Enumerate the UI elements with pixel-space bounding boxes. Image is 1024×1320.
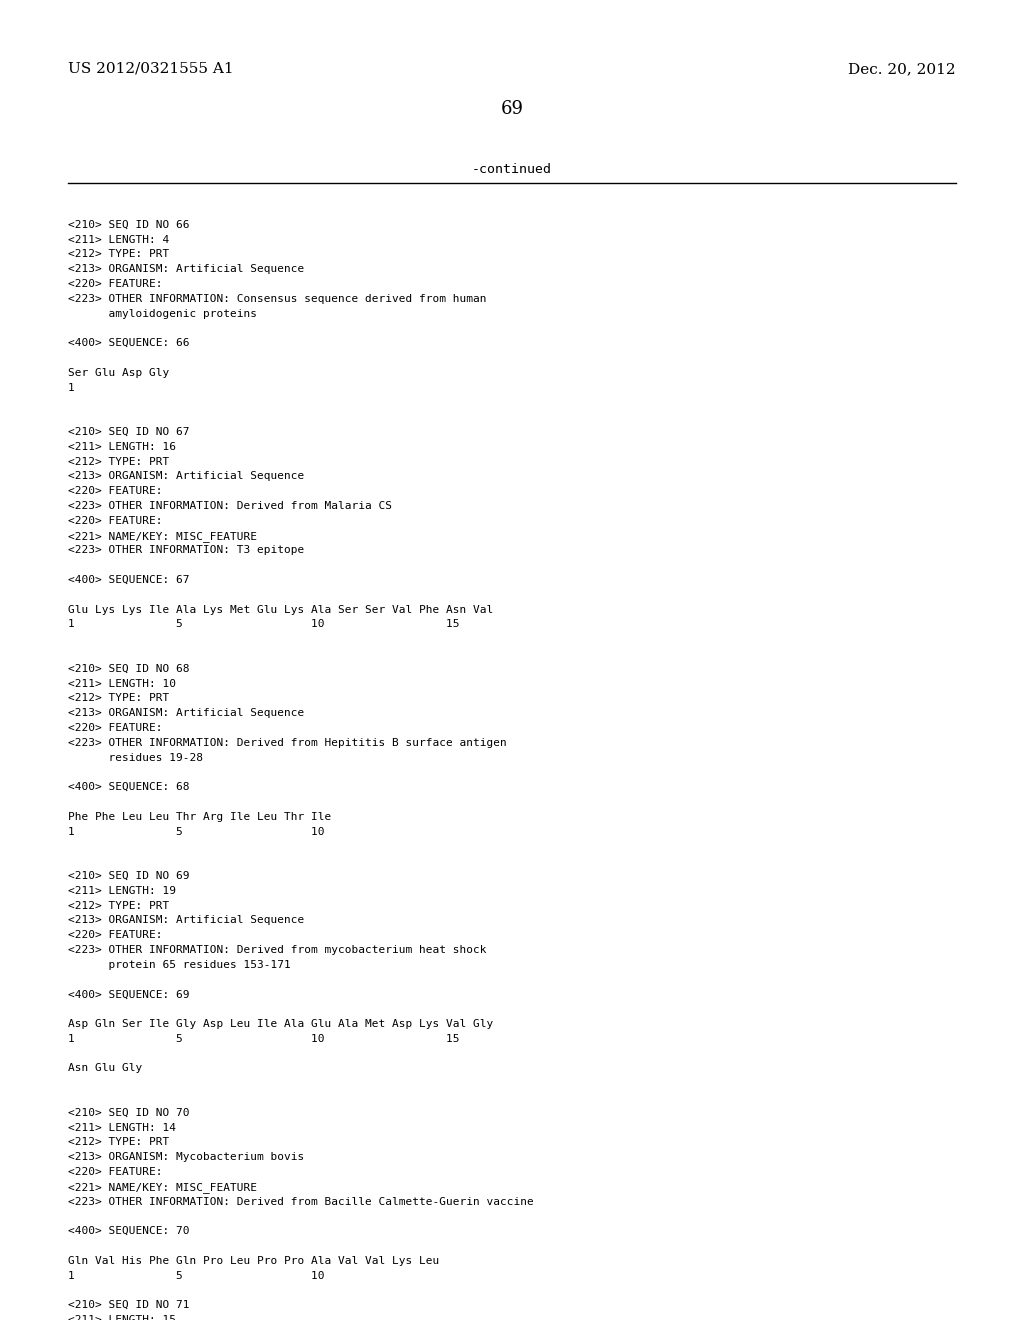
Text: <211> LENGTH: 14: <211> LENGTH: 14	[68, 1122, 176, 1133]
Text: <220> FEATURE:: <220> FEATURE:	[68, 279, 163, 289]
Text: <211> LENGTH: 19: <211> LENGTH: 19	[68, 886, 176, 896]
Text: <220> FEATURE:: <220> FEATURE:	[68, 931, 163, 940]
Text: <223> OTHER INFORMATION: Derived from Hepititis B surface antigen: <223> OTHER INFORMATION: Derived from He…	[68, 738, 507, 748]
Text: <212> TYPE: PRT: <212> TYPE: PRT	[68, 900, 169, 911]
Text: <210> SEQ ID NO 67: <210> SEQ ID NO 67	[68, 426, 189, 437]
Text: 69: 69	[501, 100, 523, 117]
Text: <210> SEQ ID NO 70: <210> SEQ ID NO 70	[68, 1107, 189, 1118]
Text: <212> TYPE: PRT: <212> TYPE: PRT	[68, 457, 169, 466]
Text: <223> OTHER INFORMATION: Consensus sequence derived from human: <223> OTHER INFORMATION: Consensus seque…	[68, 294, 486, 304]
Text: <223> OTHER INFORMATION: Derived from mycobacterium heat shock: <223> OTHER INFORMATION: Derived from my…	[68, 945, 486, 954]
Text: <400> SEQUENCE: 68: <400> SEQUENCE: 68	[68, 783, 189, 792]
Text: <223> OTHER INFORMATION: Derived from Bacille Calmette-Guerin vaccine: <223> OTHER INFORMATION: Derived from Ba…	[68, 1197, 534, 1206]
Text: <221> NAME/KEY: MISC_FEATURE: <221> NAME/KEY: MISC_FEATURE	[68, 1181, 257, 1193]
Text: <400> SEQUENCE: 67: <400> SEQUENCE: 67	[68, 576, 189, 585]
Text: residues 19-28: residues 19-28	[68, 752, 203, 763]
Text: <211> LENGTH: 4: <211> LENGTH: 4	[68, 235, 169, 244]
Text: <213> ORGANISM: Artificial Sequence: <213> ORGANISM: Artificial Sequence	[68, 709, 304, 718]
Text: <220> FEATURE:: <220> FEATURE:	[68, 1167, 163, 1177]
Text: amyloidogenic proteins: amyloidogenic proteins	[68, 309, 257, 318]
Text: <212> TYPE: PRT: <212> TYPE: PRT	[68, 249, 169, 260]
Text: <211> LENGTH: 16: <211> LENGTH: 16	[68, 442, 176, 451]
Text: <210> SEQ ID NO 66: <210> SEQ ID NO 66	[68, 220, 189, 230]
Text: <223> OTHER INFORMATION: T3 epitope: <223> OTHER INFORMATION: T3 epitope	[68, 545, 304, 556]
Text: <212> TYPE: PRT: <212> TYPE: PRT	[68, 1138, 169, 1147]
Text: Asp Gln Ser Ile Gly Asp Leu Ile Ala Glu Ala Met Asp Lys Val Gly: Asp Gln Ser Ile Gly Asp Leu Ile Ala Glu …	[68, 1019, 494, 1030]
Text: Asn Glu Gly: Asn Glu Gly	[68, 1064, 142, 1073]
Text: -continued: -continued	[472, 162, 552, 176]
Text: <221> NAME/KEY: MISC_FEATURE: <221> NAME/KEY: MISC_FEATURE	[68, 531, 257, 541]
Text: US 2012/0321555 A1: US 2012/0321555 A1	[68, 62, 233, 77]
Text: <211> LENGTH: 15: <211> LENGTH: 15	[68, 1315, 176, 1320]
Text: Glu Lys Lys Ile Ala Lys Met Glu Lys Ala Ser Ser Val Phe Asn Val: Glu Lys Lys Ile Ala Lys Met Glu Lys Ala …	[68, 605, 494, 615]
Text: <213> ORGANISM: Mycobacterium bovis: <213> ORGANISM: Mycobacterium bovis	[68, 1152, 304, 1162]
Text: <400> SEQUENCE: 66: <400> SEQUENCE: 66	[68, 338, 189, 348]
Text: <400> SEQUENCE: 70: <400> SEQUENCE: 70	[68, 1226, 189, 1237]
Text: 1               5                   10: 1 5 10	[68, 1271, 325, 1280]
Text: <210> SEQ ID NO 69: <210> SEQ ID NO 69	[68, 871, 189, 880]
Text: <400> SEQUENCE: 69: <400> SEQUENCE: 69	[68, 990, 189, 999]
Text: 1               5                   10: 1 5 10	[68, 826, 325, 837]
Text: <220> FEATURE:: <220> FEATURE:	[68, 516, 163, 525]
Text: <220> FEATURE:: <220> FEATURE:	[68, 723, 163, 733]
Text: 1               5                   10                  15: 1 5 10 15	[68, 619, 460, 630]
Text: protein 65 residues 153-171: protein 65 residues 153-171	[68, 960, 291, 970]
Text: 1               5                   10                  15: 1 5 10 15	[68, 1034, 460, 1044]
Text: Ser Glu Asp Gly: Ser Glu Asp Gly	[68, 368, 169, 378]
Text: <210> SEQ ID NO 71: <210> SEQ ID NO 71	[68, 1300, 189, 1311]
Text: <212> TYPE: PRT: <212> TYPE: PRT	[68, 693, 169, 704]
Text: <223> OTHER INFORMATION: Derived from Malaria CS: <223> OTHER INFORMATION: Derived from Ma…	[68, 502, 392, 511]
Text: Phe Phe Leu Leu Thr Arg Ile Leu Thr Ile: Phe Phe Leu Leu Thr Arg Ile Leu Thr Ile	[68, 812, 331, 822]
Text: <213> ORGANISM: Artificial Sequence: <213> ORGANISM: Artificial Sequence	[68, 471, 304, 482]
Text: Gln Val His Phe Gln Pro Leu Pro Pro Ala Val Val Lys Leu: Gln Val His Phe Gln Pro Leu Pro Pro Ala …	[68, 1255, 439, 1266]
Text: 1: 1	[68, 383, 75, 392]
Text: <210> SEQ ID NO 68: <210> SEQ ID NO 68	[68, 664, 189, 673]
Text: <213> ORGANISM: Artificial Sequence: <213> ORGANISM: Artificial Sequence	[68, 264, 304, 275]
Text: Dec. 20, 2012: Dec. 20, 2012	[848, 62, 956, 77]
Text: <220> FEATURE:: <220> FEATURE:	[68, 486, 163, 496]
Text: <211> LENGTH: 10: <211> LENGTH: 10	[68, 678, 176, 689]
Text: <213> ORGANISM: Artificial Sequence: <213> ORGANISM: Artificial Sequence	[68, 915, 304, 925]
